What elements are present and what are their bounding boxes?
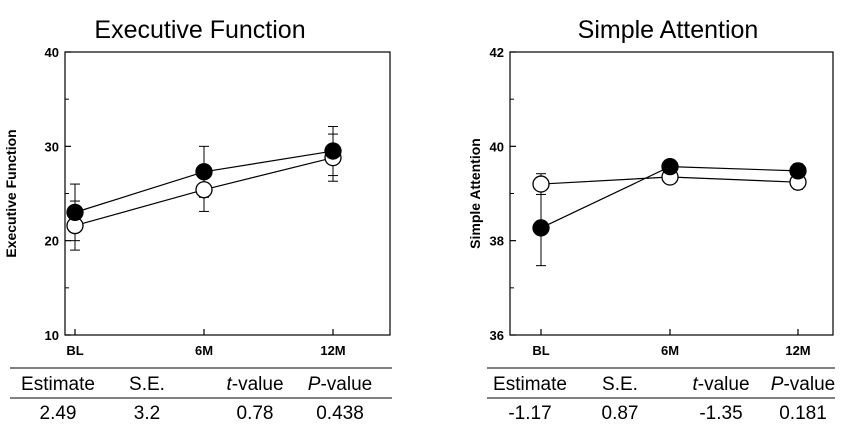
data-point-open (195, 181, 213, 199)
y-tick-label: 40 (490, 139, 504, 154)
stats-header-p-letter: P (771, 374, 784, 395)
stats-header-p-letter: P (308, 374, 321, 395)
x-tick-label: 6M (661, 343, 679, 358)
data-point-filled (324, 142, 342, 160)
stats-value-estimate: 2.49 (40, 403, 77, 424)
chart-2: Simple Attention 36 38 40 42 BL 6M 12M Simple At… (467, 16, 835, 424)
y-tick-label: 42 (490, 45, 504, 60)
y-tick-label: 20 (45, 234, 59, 249)
chart-title: Executive Function (94, 16, 305, 44)
stats-value-se: 3.2 (134, 403, 160, 424)
stats-value-p: 0.181 (779, 403, 827, 424)
chart-title: Simple Attention (578, 16, 759, 44)
markers-filled (532, 157, 807, 237)
stats-header-t-letter: t (692, 374, 698, 395)
plot-frame (509, 51, 834, 336)
data-point-filled (66, 203, 84, 222)
x-tick-label: 12M (320, 343, 345, 358)
markers-filled (66, 142, 342, 222)
data-point-filled (532, 219, 550, 237)
stats-header-t: t-value (226, 374, 283, 395)
plot-frame (64, 51, 391, 336)
stats-header-se: S.E. (129, 374, 165, 395)
stats-header-estimate: Estimate (21, 374, 95, 395)
stats-value-t: 0.78 (237, 403, 274, 424)
x-tick-label: BL (532, 343, 549, 358)
stats-header-t: t-value (692, 374, 749, 395)
x-tick-label: BL (66, 343, 83, 358)
stats-header-t-suffix: -value (232, 374, 284, 395)
stats-value-estimate: -1.17 (508, 403, 551, 424)
data-point-open (532, 175, 550, 193)
data-point-filled (195, 163, 213, 181)
chart-1: Executive Function 10 20 30 40 BL 6M 12M Executi… (3, 16, 392, 424)
stats-value-t: -1.35 (699, 403, 742, 424)
stats-header-t-suffix: -value (698, 374, 750, 395)
stats-value-p: 0.438 (316, 403, 364, 424)
stats-header-t-letter: t (226, 374, 232, 395)
x-tick-label: 6M (195, 343, 213, 358)
y-tick-label: 38 (490, 234, 504, 249)
data-point-filled (789, 162, 807, 180)
stats-header-p-suffix: -value (320, 374, 372, 395)
stats-header-p: P-value (308, 374, 372, 395)
y-tick-label: 36 (490, 328, 504, 343)
y-tick-label: 40 (45, 45, 59, 60)
stats-header-p-suffix: -value (783, 374, 835, 395)
y-axis-label: Executive Function (3, 129, 19, 257)
stats-header-estimate: Estimate (493, 374, 567, 395)
stats-value-se: 0.87 (602, 403, 639, 424)
y-axis-label: Simple Attention (467, 138, 483, 249)
data-point-filled (661, 157, 679, 176)
stats-header-p: P-value (771, 374, 835, 395)
y-tick-label: 30 (45, 139, 59, 154)
y-tick-label: 10 (45, 328, 59, 343)
stats-header-se: S.E. (602, 374, 638, 395)
x-tick-label: 12M (785, 343, 810, 358)
